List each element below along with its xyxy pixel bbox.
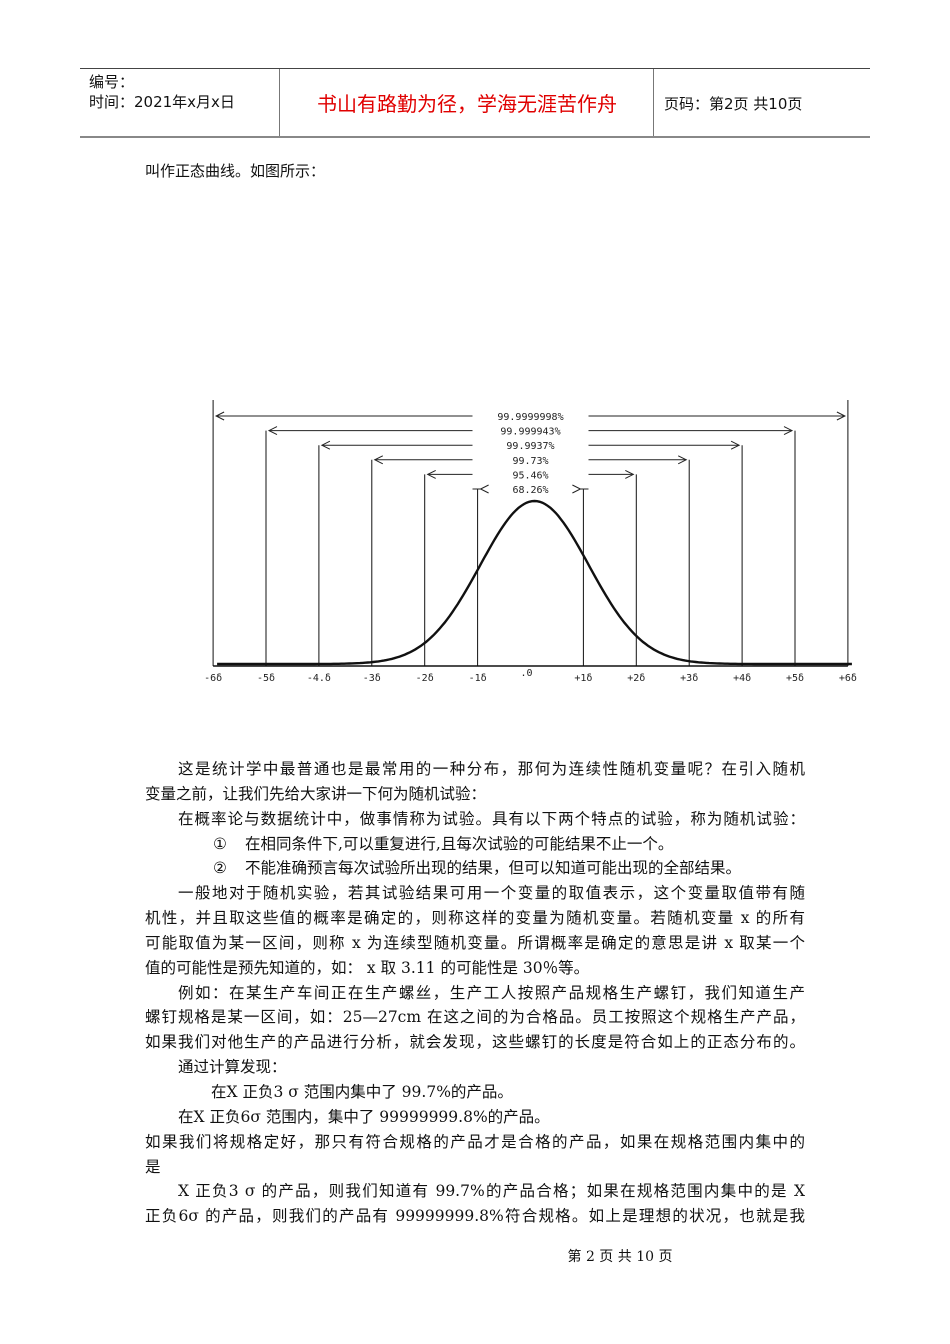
text-line: 如果我们对他生产的产品进行分析，就会发现，这些螺钉的长度是符合如上的正态分布的。 [145, 1033, 805, 1052]
list-text: 在相同条件下,可以重复进行,且每次试验的可能结果不止一个。 [245, 834, 674, 853]
text-line: X 正负3 σ 的产品，则我们知道有 99.7%的产品合格；如果在规格范围内集中… [178, 1182, 805, 1201]
text-line: 值的可能性是预先知道的，如： x 取 3.11 的可能性是 30％等。 [145, 958, 590, 977]
text-line: 正负6σ 的产品，则我们的产品有 99999999.8%符合规格。如上是理想的状… [145, 1207, 805, 1226]
interval-label: 68.26% [512, 485, 548, 496]
tick-label: +6δ [839, 673, 857, 684]
tick-label: -3δ [363, 673, 381, 684]
text-line: 可能取值为某一区间，则称 x 为连续型随机变量。所谓概率是确定的意思是讲 x 取… [145, 933, 805, 952]
body-text: 这是统计学中最普通也是最常用的一种分布，那何为连续性随机变量呢？在引入随机变量之… [145, 757, 805, 1229]
text-line: 螺钉规格是某一区间，如：25—27cm 在这之间的为合格品。员工按照这个规格生产… [145, 1008, 805, 1027]
normal-distribution-diagram: 99.9999998% 99.999943% 99.9937% 99.73% 95.46… [204, 400, 857, 684]
tick-label: -1δ [469, 673, 487, 684]
list-text: 不能准确预言每次试验所出现的结果，但可以知道可能出现的全部结果。 [245, 859, 742, 878]
header-motto: 书山有路勤为径，学海无涯苦作舟 [281, 69, 654, 136]
document-number: 编号： [89, 73, 135, 91]
arrowhead [677, 455, 688, 465]
tick-label: .0 [520, 668, 532, 679]
arrowhead [426, 469, 436, 479]
arrowhead [572, 484, 582, 494]
tick-label: -2δ [416, 673, 434, 684]
tick-label: +2δ [627, 673, 645, 684]
arrowhead [836, 411, 847, 421]
text-line: 这是统计学中最普通也是最常用的一种分布，那何为连续性随机变量呢？在引入随机 [178, 760, 805, 778]
document-time: 时间：2021年x月x日 [89, 93, 235, 111]
arrowhead [214, 411, 225, 421]
arrowhead [730, 440, 741, 450]
text-line: 在X 正负3 σ 范围内集中了 99.7%的产品。 [211, 1082, 513, 1101]
text-line: 一般地对于随机实验，若其试验结果可用一个变量的取值表示，这个变量取值带有随 [178, 884, 805, 903]
header-meta: 编号： 时间：2021年x月x日 [80, 69, 280, 136]
text-line: 例如：在某生产车间正在生产螺丝，生产工人按照产品规格生产螺钉，我们知道生产 [178, 983, 805, 1002]
tick-label: -4.δ [307, 673, 331, 684]
tick-label: +5δ [786, 673, 804, 684]
text-line: 变量之前，让我们先给大家讲一下何为随机试验： [145, 784, 487, 803]
text-line: 是 [145, 1157, 161, 1176]
arrowhead [479, 484, 489, 494]
list-number: ② [213, 859, 227, 878]
text-line: 在X 正负6σ 范围内，集中了 99999999.8%的产品。 [178, 1107, 550, 1126]
text-line: 通过计算发现： [178, 1058, 287, 1077]
arrowhead [625, 469, 635, 479]
tick-label: +3δ [680, 673, 698, 684]
tick-label: +1δ [574, 673, 592, 684]
list-item: ② 不能准确预言每次试验所出现的结果，但可以知道可能出现的全部结果。 [145, 856, 805, 881]
list-item: ① 在相同条件下,可以重复进行,且每次试验的可能结果不止一个。 [145, 832, 805, 857]
arrowhead [373, 455, 384, 465]
text-line: 在概率论与数据统计中，做事情称为试验。具有以下两个特点的试验，称为随机试验： [178, 809, 805, 828]
tick-label: +4δ [733, 673, 751, 684]
interval-label: 99.9937% [506, 441, 554, 452]
arrowhead [320, 440, 331, 450]
tick-label: -6δ [204, 673, 222, 684]
interval-label: 95.46% [512, 470, 548, 481]
tick-label: -5δ [257, 673, 275, 684]
interval-label: 99.999943% [500, 427, 560, 438]
text-line: 如果我们将规格定好，那只有符合规格的产品才是合格的产品，如果在规格范围内集中的 [145, 1132, 805, 1151]
normal-curve [217, 499, 852, 666]
list-number: ① [213, 834, 227, 853]
text-line: 机性，并且取这些值的概率是确定的，则称这样的变量为随机变量。若随机变量 x 的所… [145, 909, 805, 928]
header-page-info: 页码：第2页 共10页 [664, 95, 803, 113]
interval-label: 99.9999998% [497, 412, 563, 423]
arrowhead [267, 426, 278, 436]
page-footer: 第 2 页 共 10 页 [567, 1249, 673, 1265]
page-header: 编号： 时间：2021年x月x日 书山有路勤为径，学海无涯苦作舟 页码：第2页 … [80, 68, 870, 138]
intro-text: 叫作正态曲线。如图所示： [145, 162, 326, 180]
interval-label: 99.73% [512, 456, 548, 467]
arrowhead [783, 426, 794, 436]
